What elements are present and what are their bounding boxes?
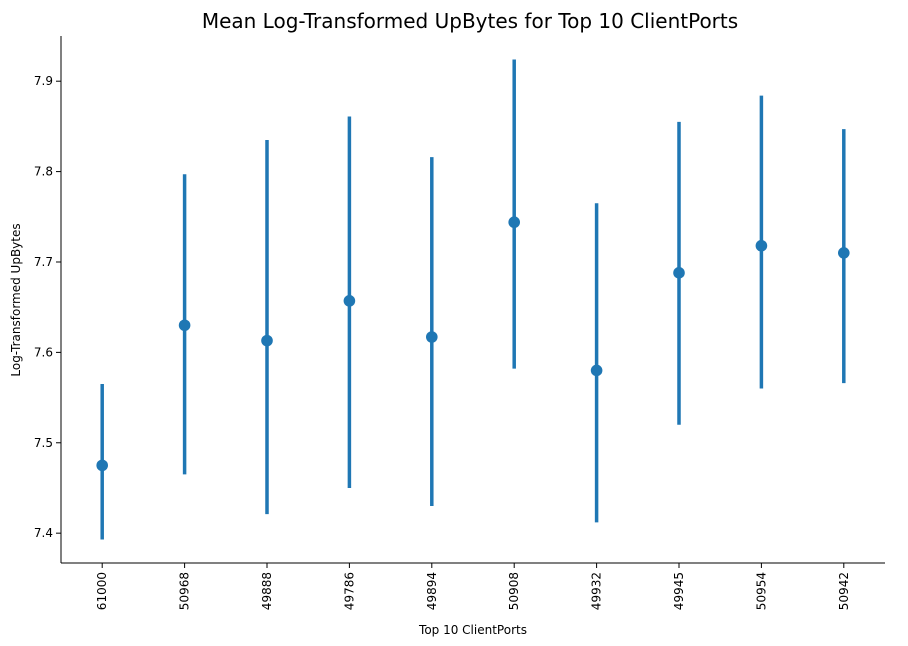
x-axis-ticks: 61000 50968 49888 49786 49894 50908 49932 49945…: [95, 563, 851, 610]
y-tick-label: 7.5: [34, 436, 53, 450]
y-tick-label: 7.4: [34, 526, 53, 540]
mean-point: [96, 459, 108, 472]
mean-point: [838, 247, 850, 259]
mean-point: [508, 216, 520, 229]
x-tick-label: 50968: [178, 572, 192, 610]
y-axis-label: Log-Transformed UpBytes: [9, 223, 23, 376]
x-tick-label: 50908: [507, 572, 521, 610]
error-bars: [100, 59, 846, 540]
mean-point: [590, 364, 603, 377]
x-tick-label: 61000: [95, 572, 109, 610]
mean-point: [178, 319, 191, 332]
x-axis-label: Top 10 ClientPorts: [418, 623, 527, 637]
y-tick-label: 7.9: [34, 74, 53, 88]
mean-point: [426, 331, 438, 343]
mean-point: [755, 239, 768, 252]
x-tick-label: 50942: [837, 572, 851, 610]
x-tick-label: 49786: [342, 572, 356, 610]
x-tick-label: 49894: [425, 572, 439, 610]
mean-point: [343, 295, 356, 307]
axes-spines: [60, 36, 885, 564]
mean-point: [673, 267, 685, 279]
x-tick-label: 50954: [754, 572, 768, 610]
chart-title: Mean Log-Transformed UpBytes for Top 10 …: [202, 9, 738, 33]
x-tick-label: 49888: [260, 572, 274, 610]
y-tick-label: 7.8: [34, 165, 53, 179]
x-tick-label: 49945: [672, 572, 686, 610]
y-axis-ticks: 7.4 7.5 7.6 7.7 7.8 7.9: [34, 74, 61, 540]
y-tick-label: 7.7: [34, 255, 53, 269]
y-tick-label: 7.6: [34, 345, 53, 359]
mean-point: [261, 334, 273, 347]
mean-points: [96, 216, 850, 472]
x-tick-label: 49932: [590, 572, 604, 610]
